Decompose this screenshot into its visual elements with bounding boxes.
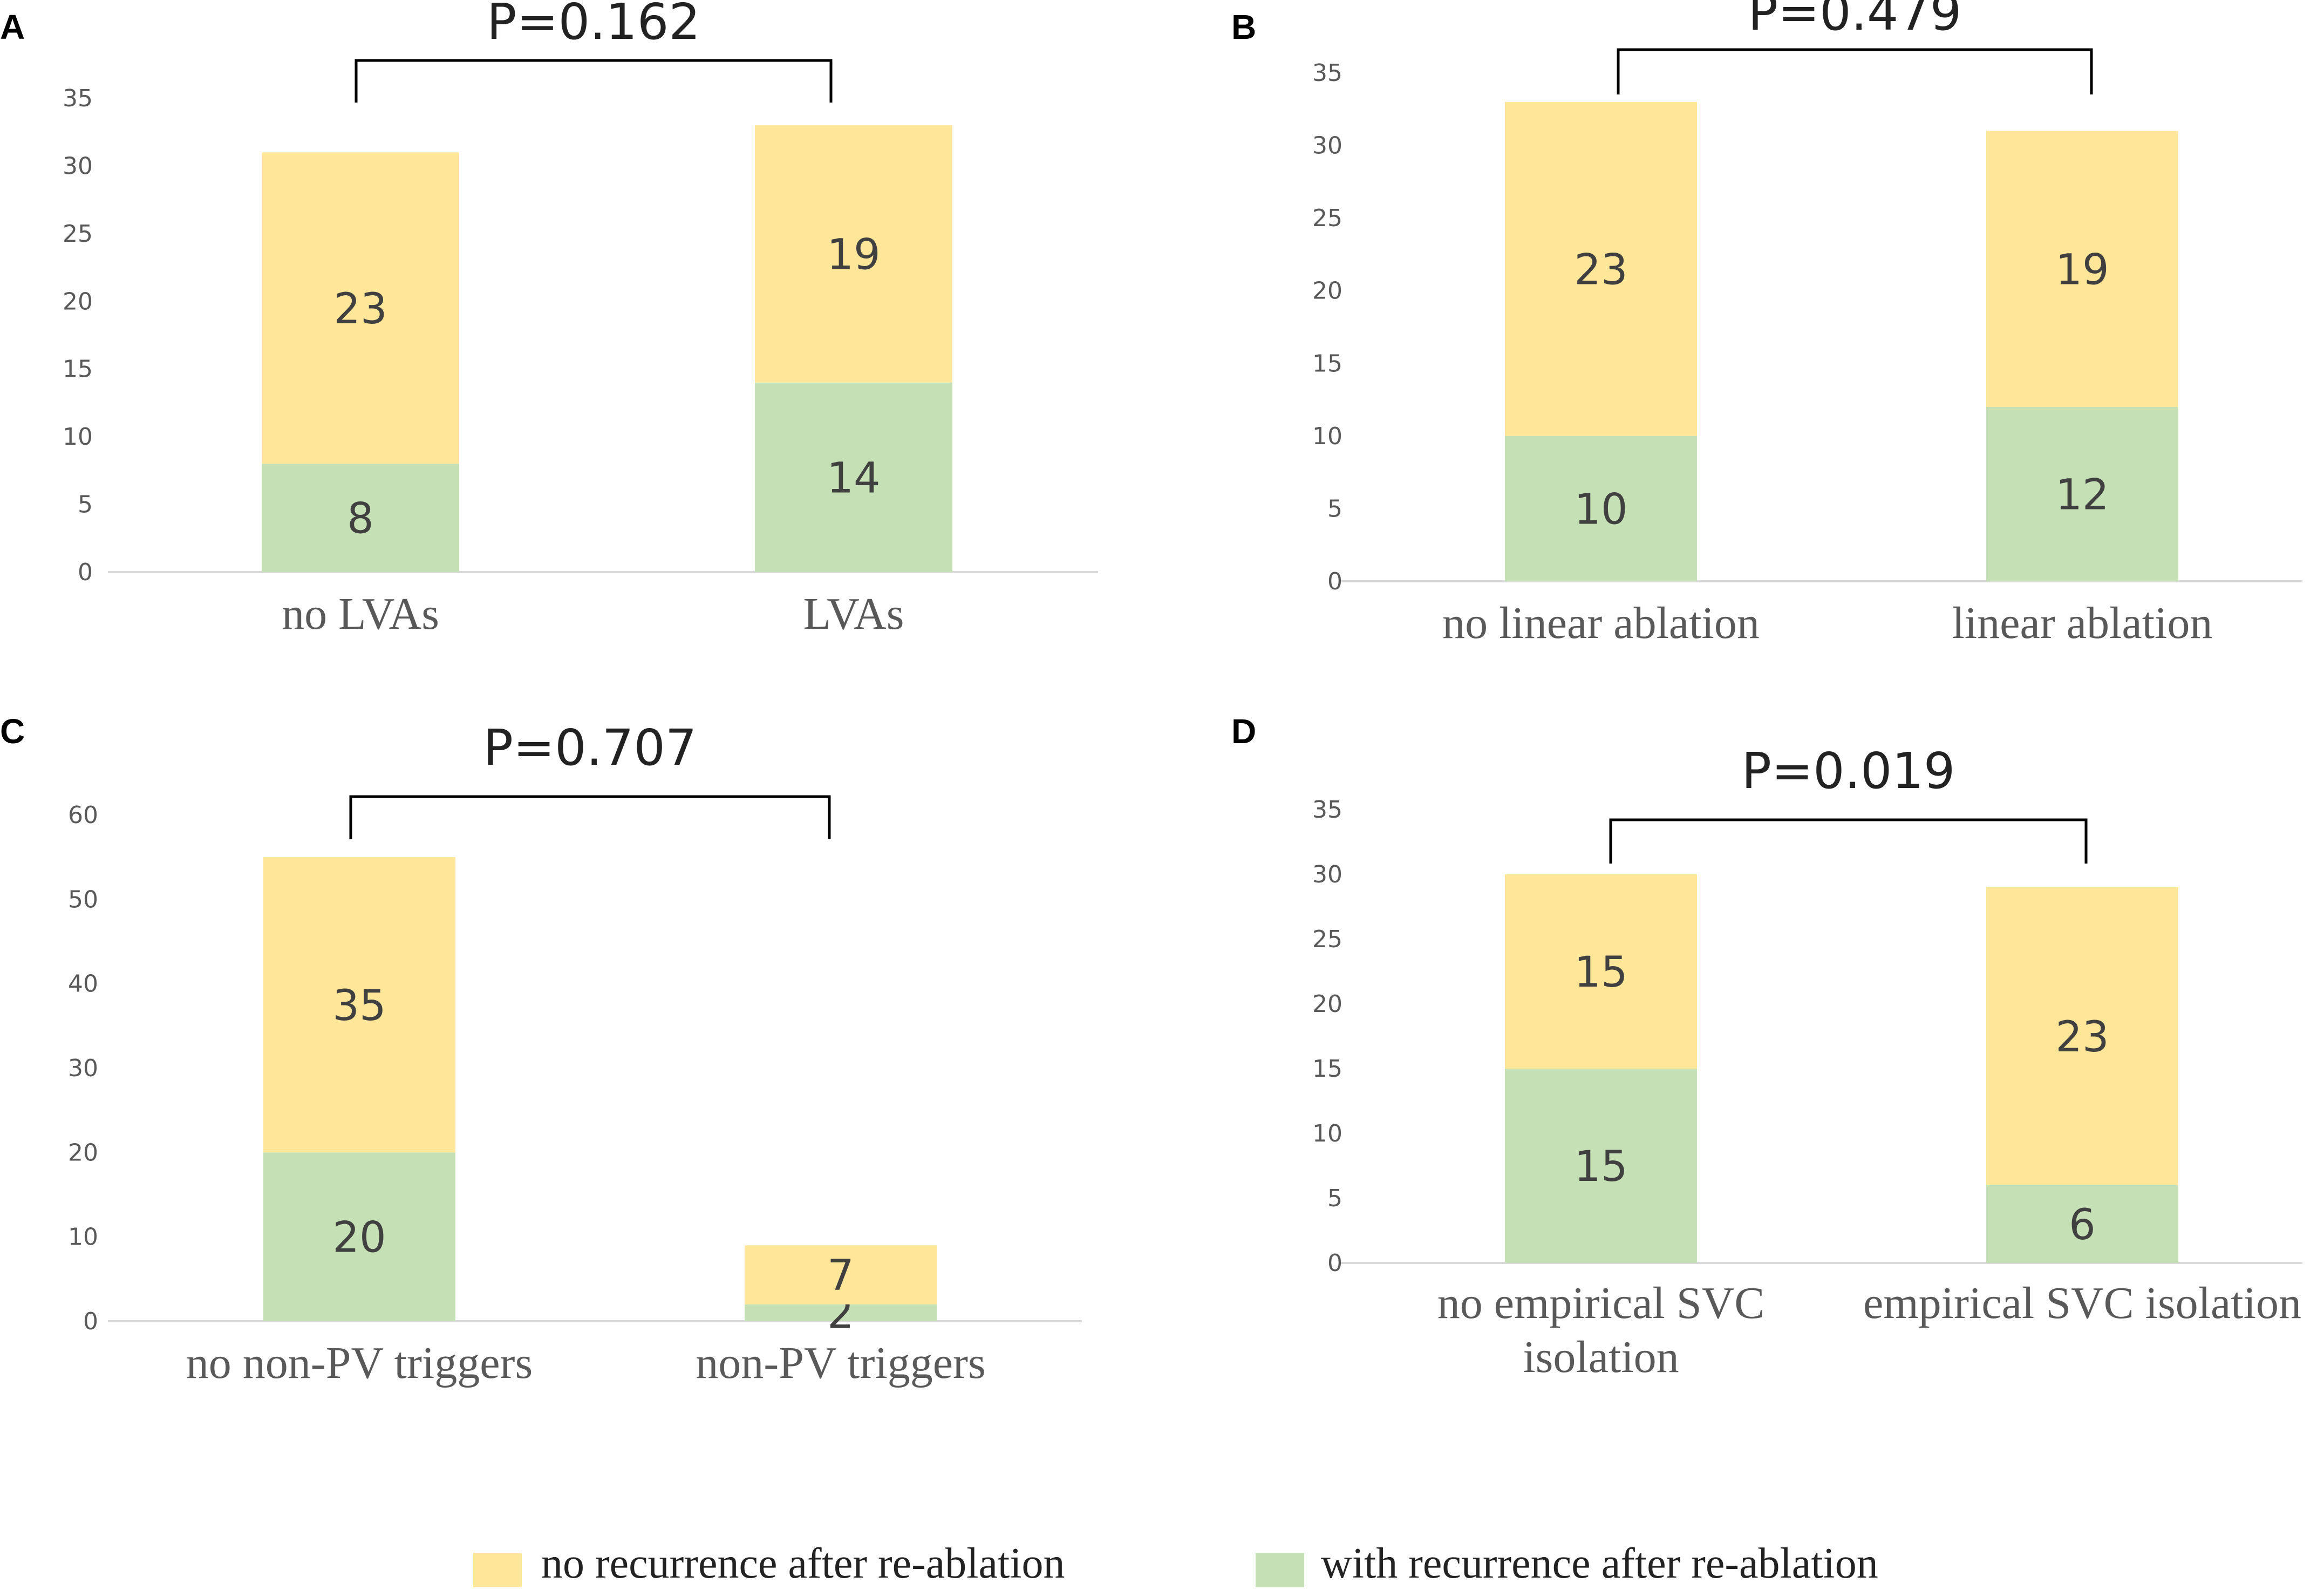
y-tick-label: 10 — [1312, 1120, 1342, 1147]
p-value-label: P=0.162 — [487, 0, 700, 51]
data-label: 10 — [1574, 485, 1627, 534]
category-label: linear ablation — [1952, 598, 2213, 648]
significance-bracket — [349, 795, 831, 839]
y-tick-label: 60 — [68, 801, 98, 829]
category-label: non-PV triggers — [696, 1338, 985, 1388]
y-tick-label: 5 — [78, 491, 93, 519]
panel-letter-b: B — [1231, 8, 1256, 46]
data-label: 19 — [827, 230, 880, 279]
panel-d: D 0 5 10 15 20 25 30 35 15 15 no empirical SVCisola… — [1231, 712, 2302, 1382]
bar-segment-with-recurrence — [755, 382, 952, 572]
bar-segment-no-recurrence — [1986, 887, 2178, 1185]
y-tick-label: 35 — [1312, 796, 1342, 824]
legend-swatch-with-recurrence — [1256, 1553, 1304, 1587]
bar-segment-no-recurrence — [263, 857, 455, 1153]
significance-bracket — [355, 59, 833, 103]
y-tick-label: 35 — [1312, 59, 1342, 87]
data-label: 35 — [332, 982, 386, 1030]
legend-swatch-no-recurrence — [473, 1553, 522, 1587]
panel-b: B 0 5 10 15 20 25 30 35 10 23 no linear ablation 12 1… — [1231, 0, 2302, 648]
y-tick-label: 10 — [63, 423, 93, 451]
p-value-label: P=0.707 — [483, 719, 697, 777]
y-tick-label: 35 — [63, 85, 93, 112]
category-label: no LVAs — [282, 589, 439, 639]
data-label: 15 — [1574, 1143, 1627, 1191]
data-label: 8 — [347, 495, 374, 543]
y-tick-label: 0 — [1327, 1249, 1342, 1277]
data-label: 19 — [2055, 246, 2109, 294]
bar-segment-no-recurrence — [755, 125, 952, 383]
data-label: 7 — [827, 1252, 854, 1300]
p-value-label: P=0.019 — [1742, 742, 1955, 800]
category-label: LVAs — [803, 589, 904, 639]
data-label: 15 — [1574, 948, 1627, 997]
data-label: 6 — [2069, 1201, 2096, 1249]
y-tick-label: 0 — [78, 559, 93, 586]
bar-segment-with-recurrence — [1986, 407, 2178, 581]
y-tick-label: 40 — [68, 970, 98, 998]
y-tick-label: 25 — [63, 220, 93, 248]
category-label: no linear ablation — [1442, 598, 1760, 648]
y-tick-label: 20 — [1312, 277, 1342, 305]
y-tick-label: 30 — [63, 152, 93, 180]
panel-letter-d: D — [1231, 712, 1256, 751]
bar-segment-no-recurrence — [1505, 101, 1697, 436]
data-label: 23 — [1574, 246, 1627, 294]
y-tick-label: 10 — [1312, 423, 1342, 450]
y-tick-label: 30 — [1312, 861, 1342, 888]
y-tick-label: 20 — [1312, 990, 1342, 1018]
bar-segment-with-recurrence — [263, 1152, 455, 1321]
data-label: 12 — [2055, 471, 2109, 520]
legend-label-with-recurrence: with recurrence after re-ablation — [1321, 1540, 1878, 1587]
bar-segment-no-recurrence — [745, 1245, 937, 1304]
data-label: 20 — [332, 1214, 386, 1262]
data-label: 23 — [2055, 1013, 2109, 1062]
y-tick-label: 25 — [1312, 926, 1342, 953]
y-tick-label: 15 — [63, 356, 93, 383]
y-tick-label: 25 — [1312, 205, 1342, 232]
bar-segment-with-recurrence — [262, 464, 459, 572]
category-label: no empirical SVC — [1437, 1278, 1765, 1328]
category-label: empirical SVC isolation — [1863, 1278, 2301, 1328]
significance-bracket — [1609, 818, 2088, 864]
y-tick-label: 15 — [1312, 350, 1342, 377]
data-label: 23 — [333, 285, 387, 334]
significance-bracket — [1617, 48, 2093, 94]
y-tick-label: 5 — [1327, 1185, 1342, 1212]
y-tick-label: 20 — [68, 1139, 98, 1166]
panel-letter-a: A — [0, 8, 25, 46]
y-tick-label: 5 — [1327, 495, 1342, 522]
y-tick-label: 0 — [1327, 568, 1342, 595]
y-tick-label: 15 — [1312, 1055, 1342, 1083]
y-tick-label: 30 — [68, 1055, 98, 1082]
legend: no recurrence after re-ablation with recu… — [473, 1540, 1878, 1587]
y-tick-label: 10 — [68, 1224, 98, 1251]
bar-segment-no-recurrence — [1505, 874, 1697, 1069]
legend-label-no-recurrence: no recurrence after re-ablation — [541, 1540, 1065, 1587]
p-value-label: P=0.479 — [1748, 0, 1962, 42]
bar-segment-no-recurrence — [1986, 131, 2178, 407]
category-label: isolation — [1523, 1332, 1679, 1382]
y-tick-label: 20 — [63, 288, 93, 315]
bar-segment-no-recurrence — [262, 152, 459, 464]
data-label: 14 — [827, 454, 880, 502]
bar-segment-with-recurrence — [1505, 436, 1697, 581]
bar-segment-with-recurrence — [1986, 1185, 2178, 1263]
y-tick-label: 50 — [68, 886, 98, 913]
panel-letter-c: C — [0, 712, 25, 751]
y-tick-label: 0 — [83, 1308, 98, 1335]
bar-segment-with-recurrence — [1505, 1069, 1697, 1263]
bar-segment-with-recurrence — [745, 1304, 937, 1321]
panel-a: A 0 5 10 15 20 25 30 35 8 23 no LVAs 14 19 LVAs P=0.162 — [0, 0, 1098, 639]
y-tick-label: 30 — [1312, 132, 1342, 160]
category-label: no non-PV triggers — [186, 1338, 533, 1388]
